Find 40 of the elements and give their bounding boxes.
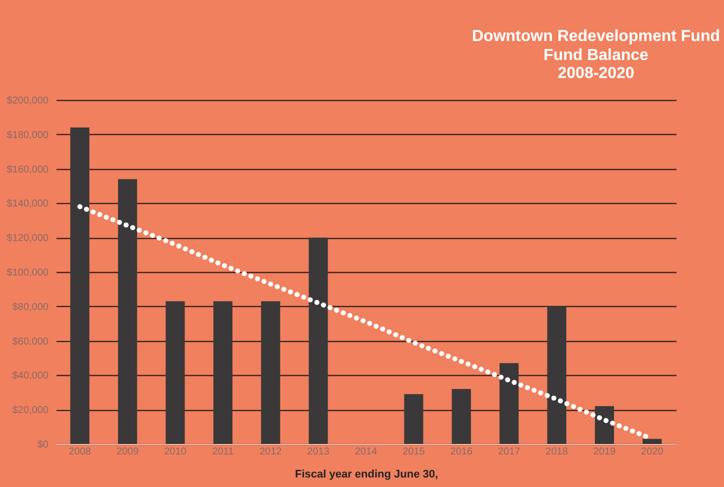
x-tick-label: 2020	[641, 446, 664, 458]
x-tick-label: 2016	[450, 446, 473, 458]
bar	[70, 128, 90, 444]
x-tick-label: 2015	[402, 446, 426, 458]
x-tick-label: 2019	[593, 446, 616, 458]
y-tick-label: $100,000	[6, 268, 49, 278]
y-tick-label: $120,000	[6, 233, 49, 244]
y-tick-label: $40,000	[12, 370, 49, 382]
chart-title: Downtown Redevelopment Fund	[472, 28, 720, 45]
bar	[118, 179, 138, 444]
x-tick-label: 2009	[116, 446, 140, 458]
y-tick-label: $180,000	[6, 130, 49, 141]
bar	[213, 301, 232, 444]
x-tick-label: 2018	[546, 446, 568, 458]
y-tick-label: $140,000	[6, 198, 49, 210]
y-tick-label: $200,000	[6, 96, 49, 106]
text: 2008-2020	[558, 65, 634, 82]
x-tick-label: 2008	[68, 446, 92, 458]
bar	[261, 301, 280, 444]
bar	[452, 388, 471, 444]
bar	[642, 438, 662, 444]
x-axis-title: Fiscal year ending June 30,	[294, 468, 438, 480]
y-tick-label: $80,000	[12, 302, 49, 313]
y-tick-label: $0	[37, 440, 49, 450]
bar	[500, 363, 519, 444]
y-tick-label: $20,000	[12, 405, 49, 416]
y-tick-label: $60,000	[12, 336, 49, 348]
bar	[308, 238, 328, 444]
text: Fund Balance	[544, 47, 648, 64]
x-tick-label: 2013	[307, 446, 330, 458]
bar	[166, 301, 185, 444]
x-tick-label: 2017	[498, 446, 521, 458]
y-tick-label: $160,000	[6, 164, 49, 176]
x-tick-label: 2010	[164, 446, 187, 458]
bar	[404, 394, 424, 444]
bar	[547, 306, 566, 444]
x-tick-label: 2011	[212, 446, 234, 458]
bar	[594, 406, 614, 444]
x-tick-label: 2014	[354, 446, 378, 458]
x-tick-label: 2012	[259, 446, 282, 458]
